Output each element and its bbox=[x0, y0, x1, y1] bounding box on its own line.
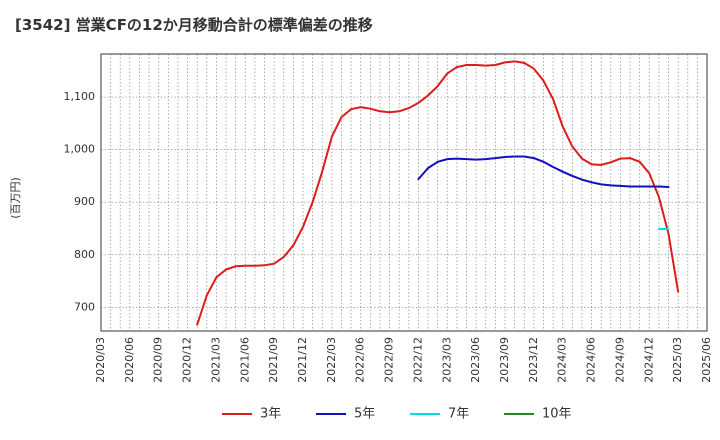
x-tick-label: 2024/09 bbox=[613, 337, 626, 383]
y-tick-label: 1,100 bbox=[64, 90, 96, 103]
x-tick-label: 2022/12 bbox=[411, 337, 424, 383]
x-tick-label: 2021/09 bbox=[267, 337, 280, 383]
x-tick-label: 2025/06 bbox=[700, 337, 713, 383]
x-tick-label: 2023/06 bbox=[469, 337, 482, 383]
x-tick-label: 2020/06 bbox=[123, 337, 136, 383]
y-tick-label: 900 bbox=[74, 195, 95, 208]
x-tick-label: 2023/09 bbox=[498, 337, 511, 383]
x-tick-label: 2022/09 bbox=[383, 337, 396, 383]
y-tick-label: 700 bbox=[74, 300, 95, 313]
x-tick-label: 2024/12 bbox=[642, 337, 655, 383]
x-tick-label: 2021/12 bbox=[296, 337, 309, 383]
legend-label: 7年 bbox=[448, 407, 469, 422]
y-axis-label: (百万円) bbox=[9, 177, 22, 219]
legend: 3年 5年 7年 10年 bbox=[222, 407, 572, 422]
y-tick-label: 800 bbox=[74, 248, 95, 261]
x-tick-label: 2023/12 bbox=[527, 337, 540, 383]
x-tick-label: 2025/03 bbox=[671, 337, 684, 383]
x-tick-label: 2020/03 bbox=[94, 337, 107, 383]
x-tick-label: 2024/03 bbox=[556, 337, 569, 383]
x-tick-label: 2021/03 bbox=[209, 337, 222, 383]
legend-label: 10年 bbox=[542, 407, 572, 422]
chart-title: [3542] 営業CFの12か月移動合計の標準偏差の推移 bbox=[15, 16, 373, 34]
series-line bbox=[196, 60, 680, 326]
grid bbox=[101, 54, 707, 331]
x-tick-label: 2022/06 bbox=[354, 337, 367, 383]
plot-area-border bbox=[100, 53, 708, 332]
axes: 700 800 900 1,000 1,100 2020/03 2020/06 2020/09… bbox=[64, 90, 714, 383]
x-tick-label: 2024/06 bbox=[585, 337, 598, 383]
legend-label: 5年 bbox=[354, 407, 375, 422]
series-line bbox=[417, 155, 670, 188]
x-tick-label: 2021/06 bbox=[238, 337, 251, 383]
legend-label: 3年 bbox=[260, 407, 281, 422]
series bbox=[196, 60, 680, 326]
x-tick-label: 2023/03 bbox=[440, 337, 453, 383]
y-tick-label: 1,000 bbox=[64, 143, 96, 156]
x-tick-label: 2020/12 bbox=[181, 337, 194, 383]
x-tick-label: 2020/09 bbox=[152, 337, 165, 383]
x-tick-label: 2022/03 bbox=[325, 337, 338, 383]
